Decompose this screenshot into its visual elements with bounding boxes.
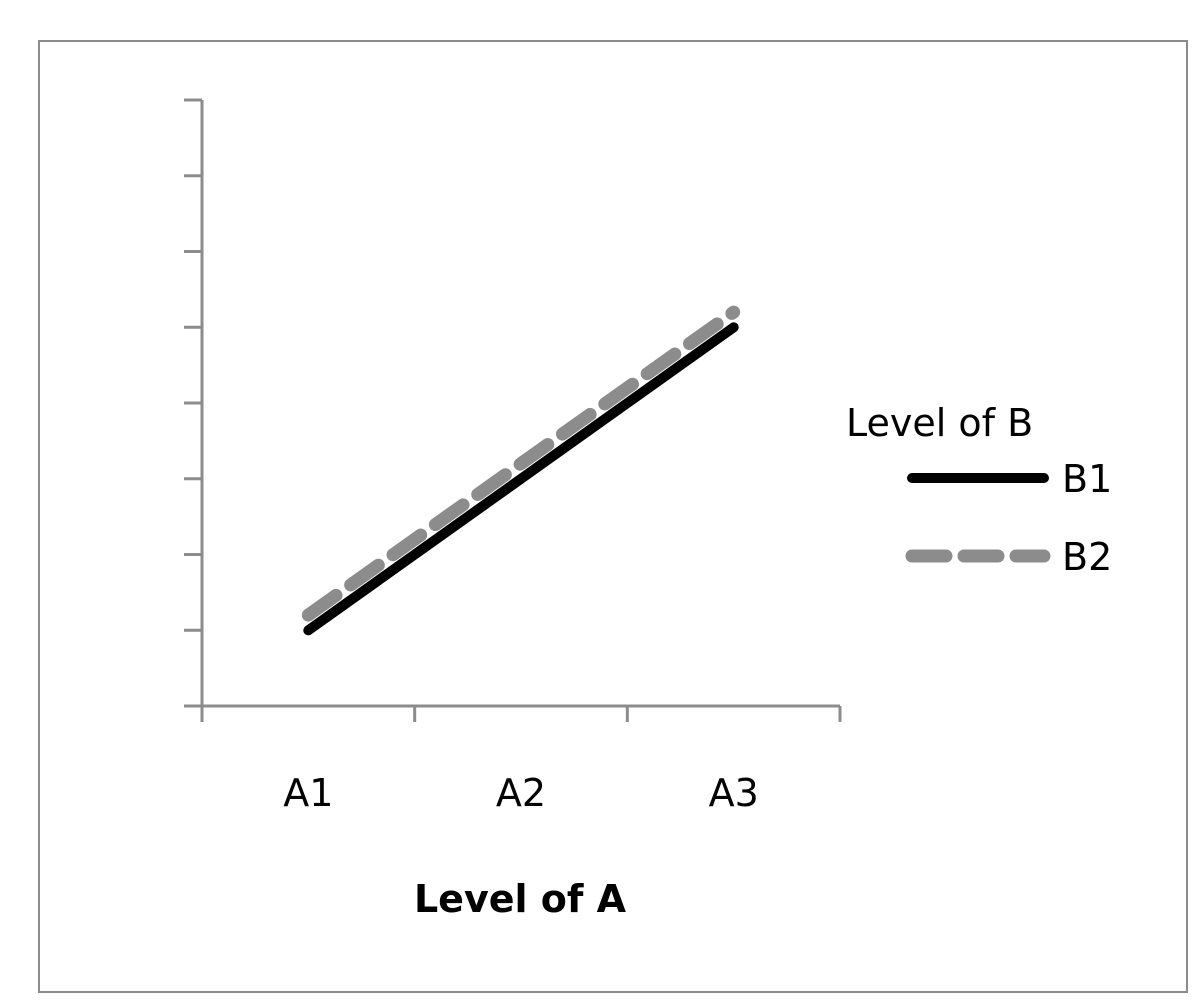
series-line-b1 [303, 322, 739, 636]
x-tick-label: A1 [283, 771, 333, 815]
axes [184, 98, 842, 722]
x-tick-label: A2 [496, 771, 546, 815]
x-axis-title: Level of A [414, 877, 627, 921]
legend: Level of B B1 B2 [846, 401, 1112, 579]
chart-area [38, 40, 1188, 993]
legend-label-b1: B1 [1062, 457, 1112, 501]
x-tick-labels: A1 A2 A3 [283, 771, 759, 815]
series-line-b2 [301, 305, 741, 622]
series-lines [301, 305, 741, 636]
legend-label-b2: B2 [1062, 535, 1112, 579]
legend-title: Level of B [846, 401, 1033, 445]
legend-entries: B1 B2 [905, 457, 1112, 579]
x-tick-label: A3 [709, 771, 759, 815]
